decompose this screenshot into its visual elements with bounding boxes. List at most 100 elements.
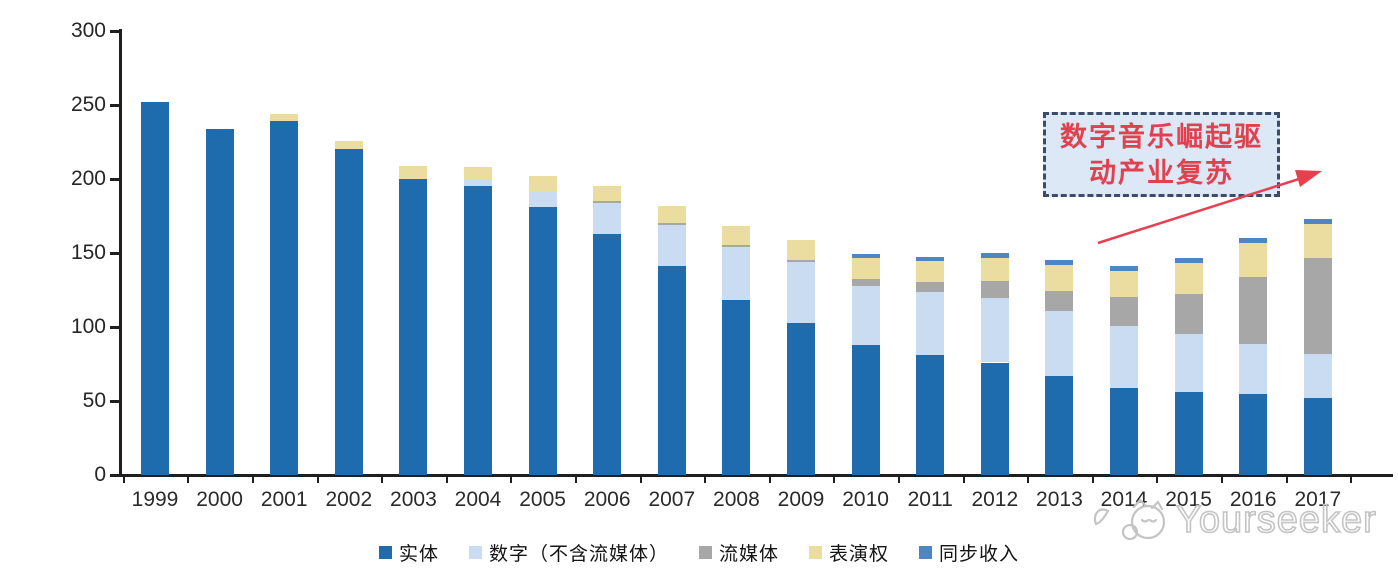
bar-segment <box>1110 297 1138 327</box>
yourseeker-logo-icon <box>1093 498 1166 541</box>
y-tick-mark <box>110 252 120 255</box>
bar-segment <box>1174 263 1203 294</box>
x-tick-mark <box>833 475 836 483</box>
x-tick-mark <box>768 475 771 483</box>
bar-segment <box>787 261 815 323</box>
bar-segment <box>1110 326 1138 388</box>
x-tick-label: 2006 <box>583 488 631 511</box>
bar-segment <box>851 278 880 286</box>
x-tick-label: 2002 <box>325 488 373 511</box>
bar-segment <box>1045 259 1074 265</box>
x-tick-label: 2016 <box>1229 488 1277 511</box>
bar-segment <box>1174 392 1203 475</box>
bar-segment <box>1239 237 1268 244</box>
x-tick-label: 2001 <box>260 488 308 511</box>
bar-segment <box>1045 310 1074 376</box>
bar-segment <box>787 259 815 262</box>
y-tick-mark <box>110 474 120 477</box>
x-tick-mark <box>962 475 965 483</box>
bar-segment <box>464 186 492 475</box>
x-tick-label: 2017 <box>1294 488 1342 511</box>
y-tick-mark <box>110 400 120 403</box>
x-tick-label: 2013 <box>1036 488 1083 511</box>
y-tick-label: 300 <box>70 19 106 42</box>
bar-segment <box>334 149 363 475</box>
bar-segment <box>916 292 945 356</box>
bar-segment <box>528 207 557 475</box>
bar-segment <box>787 322 815 475</box>
bar-segment <box>1045 264 1074 291</box>
bar-segment <box>851 258 880 279</box>
x-tick-mark <box>897 475 900 483</box>
bar-segment <box>1174 258 1203 264</box>
legend-label: 同步收入 <box>939 544 1020 565</box>
x-tick-label: 2011 <box>907 488 953 511</box>
bar-segment <box>916 281 945 293</box>
x-tick-mark <box>316 475 319 483</box>
x-tick-mark <box>1091 475 1094 483</box>
bar-segment <box>722 300 751 475</box>
bar-segment <box>1239 243 1268 277</box>
bar-segment <box>722 226 751 245</box>
bar-segment <box>1174 293 1203 334</box>
legend-swatch-icon <box>809 546 822 559</box>
bar-segment <box>1303 354 1332 399</box>
bar-segment <box>399 165 428 179</box>
y-tick-label: 100 <box>70 315 106 338</box>
x-tick-mark <box>639 475 642 483</box>
bar-segment <box>399 179 428 475</box>
legend-item: 流媒体 <box>698 539 779 566</box>
legend-item: 实体 <box>378 539 439 566</box>
legend-label: 实体 <box>398 544 439 565</box>
legend: 实体 数字（不含流媒体） 流媒体 表演权 同步收入 <box>0 539 1398 566</box>
bar-segment <box>1110 387 1138 475</box>
y-axis-line <box>119 29 122 477</box>
bar-segment <box>980 362 1009 475</box>
bar-segment <box>141 102 169 475</box>
x-tick-label: 2015 <box>1165 488 1212 511</box>
bar-segment <box>1303 258 1332 355</box>
legend-item: 表演权 <box>809 539 889 566</box>
annotation-box: 数字音乐崛起驱 动产业复苏 <box>1043 112 1280 197</box>
bar-segment <box>1303 219 1332 225</box>
bar-segment <box>657 205 686 224</box>
bar-segment <box>464 167 492 179</box>
bar-segment <box>593 233 622 475</box>
x-tick-mark <box>187 475 190 483</box>
x-tick-label: 1999 <box>131 488 179 511</box>
y-tick-mark <box>110 326 120 329</box>
bar-segment <box>851 285 880 345</box>
bar-segment <box>980 281 1009 299</box>
bar-segment <box>1303 398 1332 475</box>
y-tick-label: 200 <box>70 167 106 190</box>
y-tick-label: 150 <box>70 241 106 264</box>
x-tick-mark <box>122 475 125 483</box>
bar-segment <box>657 223 686 225</box>
bar-segment <box>980 253 1009 259</box>
bar-segment <box>270 113 299 122</box>
bar-segment <box>1045 375 1074 475</box>
legend-label: 表演权 <box>829 544 890 565</box>
x-tick-mark <box>1156 475 1159 483</box>
bar-segment <box>851 344 880 475</box>
y-tick-label: 50 <box>82 389 106 412</box>
bar-segment <box>1110 270 1138 298</box>
x-tick-mark <box>1220 475 1223 483</box>
legend-item: 数字（不含流媒体） <box>468 539 669 566</box>
bar-segment <box>1045 290 1074 311</box>
x-tick-mark <box>1350 475 1353 483</box>
x-tick-mark <box>510 475 513 483</box>
bar-segment <box>916 355 945 475</box>
bar-segment <box>916 261 945 282</box>
x-tick-mark <box>381 475 384 483</box>
x-tick-mark <box>1027 475 1030 483</box>
annotation-text-line1: 数字音乐崛起驱 <box>1060 121 1263 152</box>
legend-swatch-icon <box>378 546 392 559</box>
bar-segment <box>593 202 622 234</box>
bar-segment <box>464 179 492 187</box>
x-tick-mark <box>251 475 254 483</box>
y-tick-label: 250 <box>70 93 106 116</box>
bar-segment <box>1110 266 1138 271</box>
bar-segment <box>916 256 945 262</box>
